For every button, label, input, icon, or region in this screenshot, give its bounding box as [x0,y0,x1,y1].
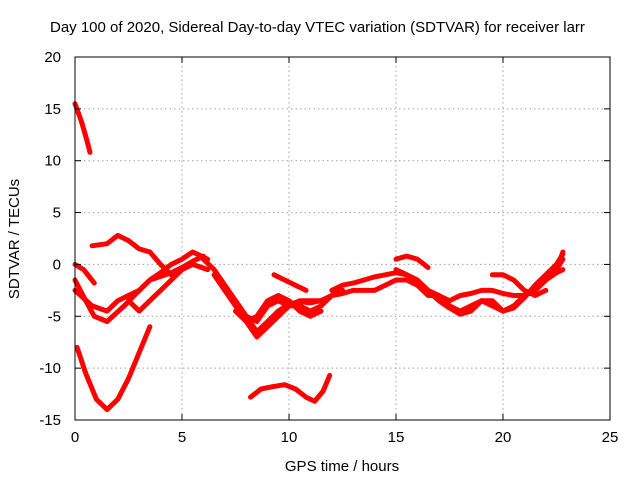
data-series-group [72,101,566,413]
series-line-track-11 [233,293,324,324]
series-line-track-12 [248,372,333,404]
y-axis-label: SDTVAR / TECUs [6,179,23,299]
x-tick-label: 0 [71,429,79,446]
grid-lines [75,57,610,420]
series-line-track-4 [72,261,97,286]
x-tick-label: 20 [495,429,512,446]
x-tick-label: 5 [178,429,186,446]
x-tick-label: 10 [281,429,298,446]
plot-frame [74,56,611,421]
y-tick-label: 0 [53,256,61,273]
series-line-track-7 [126,259,196,314]
series-line-track-19 [532,267,566,293]
x-tick-label: 25 [602,429,619,446]
series-line-track-13 [271,272,309,293]
y-tick-label: 20 [44,49,61,66]
y-tick-label: 5 [53,205,61,222]
y-tick-label: -10 [39,360,61,377]
series-line-track-16 [393,253,431,270]
series-line-track-17 [393,251,566,317]
x-tick-label: 15 [388,429,405,446]
y-tick-label: -15 [39,412,61,429]
series-line-track-18 [489,272,549,298]
series-line-track-10 [211,272,345,340]
axis-ticks: 0 5 10 15 20 25 -15 -10 -5 0 5 10 15 20 [39,49,618,446]
chart-title: Day 100 of 2020, Sidereal Day-to-day VTE… [50,19,585,36]
series-line-track-8 [200,256,345,324]
series-line-track-5 [72,249,211,314]
y-tick-label: -5 [48,308,61,325]
y-tick-label: 10 [44,153,61,170]
series-line-track-1 [72,101,93,155]
y-tick-label: 15 [44,101,61,118]
series-line-track-2 [74,324,153,413]
x-axis-label: GPS time / hours [285,458,399,475]
